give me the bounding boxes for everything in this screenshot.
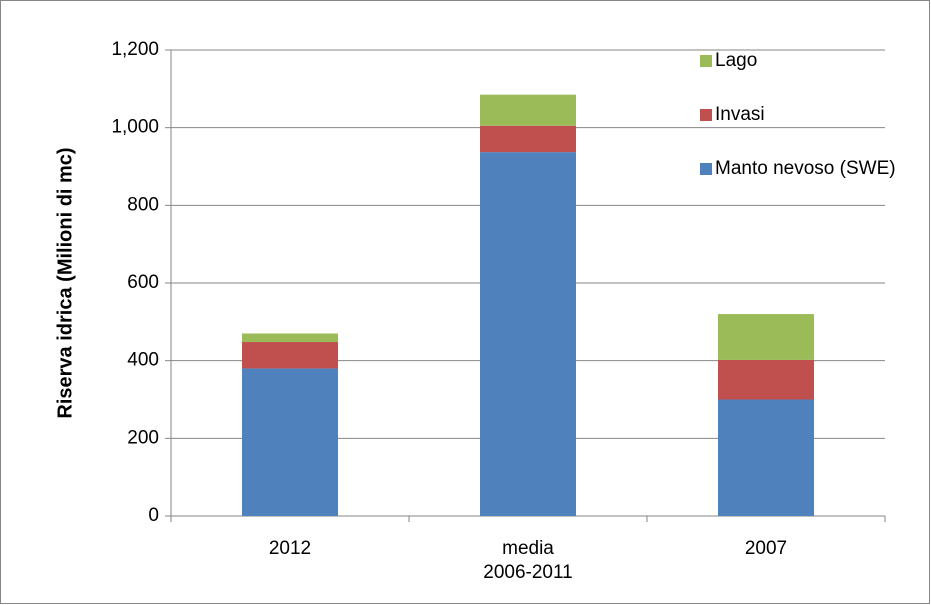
legend-swatch bbox=[700, 55, 712, 67]
legend-label: Invasi bbox=[715, 104, 765, 125]
y-tick-label: 0 bbox=[148, 505, 159, 526]
bar-segment bbox=[480, 125, 576, 153]
x-tick-label: media 2006-2011 bbox=[483, 538, 572, 583]
x-tick-label: 2012 bbox=[269, 538, 311, 559]
legend-swatch bbox=[700, 109, 712, 121]
bar-segment bbox=[718, 399, 814, 516]
y-tick-label: 1,200 bbox=[111, 39, 159, 60]
bar-segment bbox=[480, 152, 576, 517]
legend-swatch bbox=[700, 163, 712, 175]
bar-segment bbox=[480, 94, 576, 126]
legend-label: Lago bbox=[715, 50, 757, 71]
y-tick-label: 400 bbox=[127, 350, 159, 371]
bar-segment bbox=[242, 368, 338, 516]
y-tick-label: 200 bbox=[127, 427, 159, 448]
bar-segment bbox=[718, 359, 814, 400]
y-tick-label: 1,000 bbox=[111, 117, 159, 138]
y-tick-label: 600 bbox=[127, 272, 159, 293]
legend-label: Manto nevoso (SWE) bbox=[715, 158, 896, 179]
x-tick-label: 2007 bbox=[745, 538, 787, 559]
y-tick-label: 800 bbox=[127, 194, 159, 215]
bar-segment bbox=[718, 314, 814, 360]
bar-segment bbox=[242, 342, 338, 369]
y-axis-title: Riserva idrica (Milioni di mc) bbox=[54, 147, 76, 418]
bar-segment bbox=[242, 333, 338, 343]
